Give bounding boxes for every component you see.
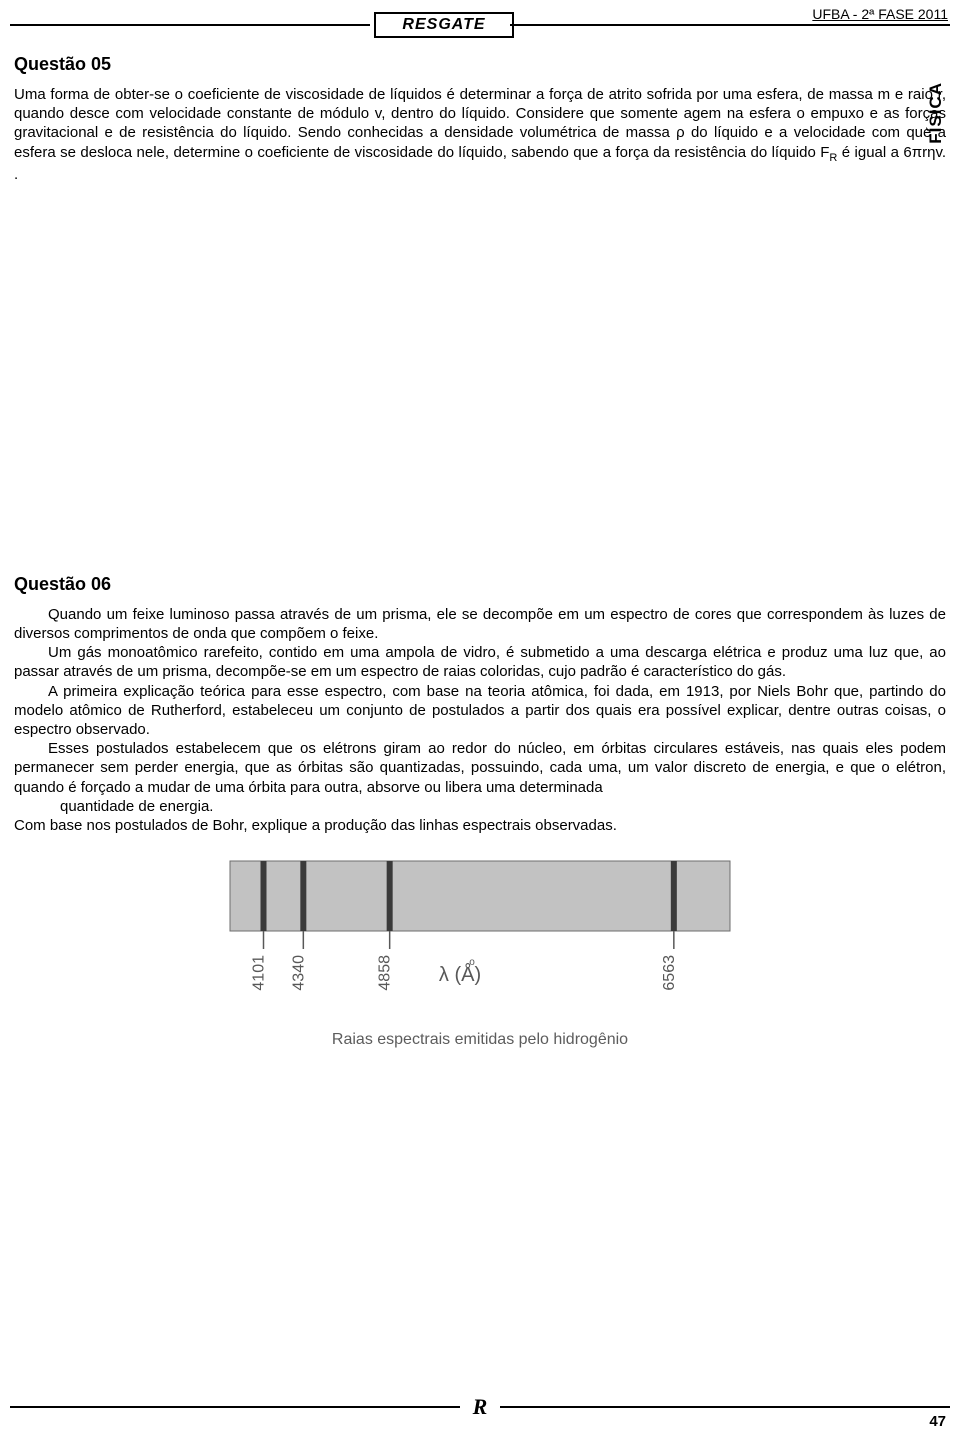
footer-rule-right: [500, 1406, 950, 1408]
svg-text:4858: 4858: [377, 955, 394, 991]
svg-text:4101: 4101: [251, 955, 268, 991]
q06-title: Questão 06: [14, 574, 946, 595]
q06-p4b: quantidade de energia.: [60, 797, 946, 816]
q05-text-after: é igual a: [837, 144, 903, 161]
header: RESGATE UFBA - 2ª FASE 2011: [0, 12, 960, 42]
spectrum-diagram: 4101434048586563λ (Å)o: [200, 855, 760, 1025]
q06-p5: Com base nos postulados de Bohr, expliqu…: [14, 816, 946, 835]
page-number: 47: [929, 1413, 946, 1430]
q06-p2: Um gás monoatômico rarefeito, contido em…: [14, 643, 946, 681]
q06-p1: Quando um feixe luminoso passa através d…: [14, 605, 946, 643]
svg-text:4340: 4340: [290, 955, 307, 991]
q06-body: Quando um feixe luminoso passa através d…: [14, 605, 946, 835]
logo: RESGATE: [374, 12, 514, 38]
footer-mark: R: [467, 1394, 494, 1420]
spectrum-caption: Raias espectrais emitidas pelo hidrogêni…: [195, 1031, 765, 1049]
q06-p3: A primeira explicação teórica para esse …: [14, 682, 946, 740]
footer: R 47: [0, 1388, 960, 1428]
header-rule-left: [10, 24, 370, 26]
page-content: Questão 05 Uma forma de obter-se o coefi…: [0, 42, 960, 1049]
exam-label: UFBA - 2ª FASE 2011: [812, 6, 948, 22]
q05-text: Uma forma de obter-se o coeficiente de v…: [14, 85, 946, 184]
subject-side-label: FÍSICA: [926, 82, 946, 144]
header-rule-right: [510, 24, 950, 26]
svg-text:6563: 6563: [661, 955, 678, 991]
spectrum-figure: 4101434048586563λ (Å)o Raias espectrais …: [195, 855, 765, 1049]
q05-text-main: Uma forma de obter-se o coeficiente de v…: [14, 86, 946, 161]
q06-p4: Esses postulados estabelecem que os elét…: [14, 739, 946, 797]
q05-title: Questão 05: [14, 54, 946, 75]
footer-rule-left: [10, 1406, 460, 1408]
q05-answer-space: [14, 184, 946, 574]
svg-text:o: o: [469, 957, 475, 968]
